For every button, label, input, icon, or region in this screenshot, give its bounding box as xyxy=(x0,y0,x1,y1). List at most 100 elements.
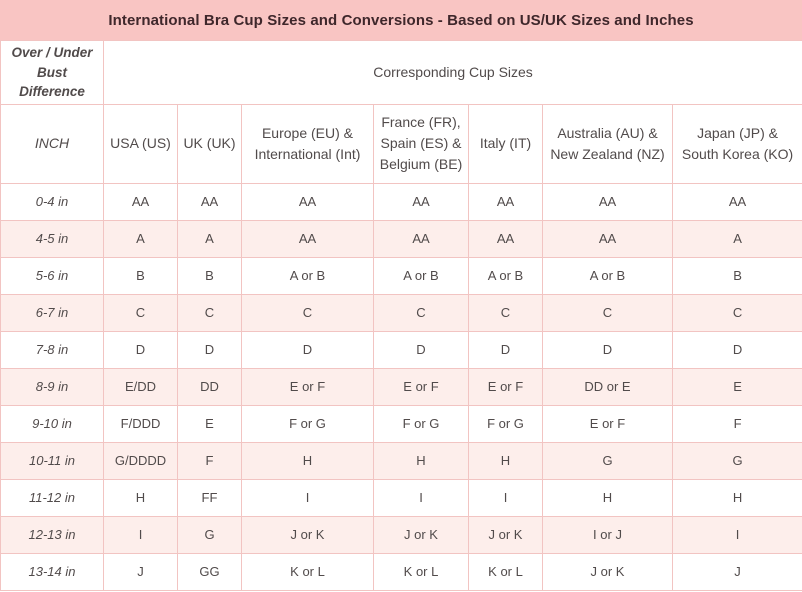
cup-size-cell: C xyxy=(103,293,178,332)
row-header-cell: 5-6 in xyxy=(0,256,104,295)
cup-size-cell: H xyxy=(468,441,543,480)
cup-size-cell: F or G xyxy=(241,404,374,443)
cup-size-cell: J or K xyxy=(468,515,543,554)
cup-size-cell: I xyxy=(373,478,469,517)
cup-size-cell: H xyxy=(671,478,802,517)
cup-size-cell: A xyxy=(671,219,802,258)
column-header-cell: UK (UK) xyxy=(177,103,242,184)
column-header-cell: Europe (EU) & International (Int) xyxy=(241,103,374,184)
cup-size-cell: C xyxy=(241,293,374,332)
column-header-cell: USA (US) xyxy=(103,103,178,184)
cup-size-cell: A xyxy=(103,219,178,258)
cup-size-cell: AA xyxy=(373,219,469,258)
cup-size-cell: AA xyxy=(542,182,673,221)
cup-size-cell: K or L xyxy=(241,552,374,591)
cup-size-cell: A or B xyxy=(373,256,469,295)
row-header-cell: 6-7 in xyxy=(0,293,104,332)
row-header-cell: 0-4 in xyxy=(0,182,104,221)
cup-size-cell: AA xyxy=(671,182,802,221)
cup-size-cell: FF xyxy=(177,478,242,517)
cup-size-cell: J or K xyxy=(373,515,469,554)
cup-size-cell: A or B xyxy=(241,256,374,295)
row-header-cell: 9-10 in xyxy=(0,404,104,443)
cup-size-cell: AA xyxy=(542,219,673,258)
cup-size-cell: DD xyxy=(177,367,242,406)
row-header-cell: 10-11 in xyxy=(0,441,104,480)
cup-size-cell: B xyxy=(177,256,242,295)
cup-size-cell: F or G xyxy=(373,404,469,443)
cup-size-cell: F/DDD xyxy=(103,404,178,443)
table-row: 4-5 in A A AA AA AA AA A xyxy=(0,219,802,258)
cup-size-cell: G xyxy=(542,441,673,480)
cup-size-cell: H xyxy=(373,441,469,480)
cup-size-cell: C xyxy=(671,293,802,332)
row-header-cell: 12-13 in xyxy=(0,515,104,554)
cup-size-cell: F or G xyxy=(468,404,543,443)
cup-size-cell: B xyxy=(671,256,802,295)
column-header-cell: Australia (AU) & New Zealand (NZ) xyxy=(542,103,673,184)
cup-size-cell: AA xyxy=(241,182,374,221)
row-header-cell: 13-14 in xyxy=(0,552,104,591)
cup-size-cell: AA xyxy=(241,219,374,258)
cup-size-cell: G/DDDD xyxy=(103,441,178,480)
cup-size-cell: I xyxy=(103,515,178,554)
cup-size-cell: D xyxy=(671,330,802,369)
cup-size-cell: AA xyxy=(468,182,543,221)
cup-size-cell: D xyxy=(542,330,673,369)
cup-size-cell: AA xyxy=(468,219,543,258)
column-header-row: INCH USA (US) UK (UK) Europe (EU) & Interna… xyxy=(0,103,802,184)
cup-size-cell: H xyxy=(241,441,374,480)
table-title: International Bra Cup Sizes and Conversi… xyxy=(0,0,802,40)
cup-size-cell: DD or E xyxy=(542,367,673,406)
cup-size-cell: C xyxy=(542,293,673,332)
cup-size-cell: AA xyxy=(103,182,178,221)
cup-size-cell: GG xyxy=(177,552,242,591)
row-header-cell: 4-5 in xyxy=(0,219,104,258)
cup-size-cell: E or F xyxy=(373,367,469,406)
cup-size-cell: E or F xyxy=(468,367,543,406)
table-row: 10-11 in G/DDDD F H H H G G xyxy=(0,441,802,480)
cup-size-cell: F xyxy=(671,404,802,443)
cup-size-cell: C xyxy=(373,293,469,332)
column-header-cell: Italy (IT) xyxy=(468,103,543,184)
corner-header-cell: Over / Under Bust Difference xyxy=(0,40,104,105)
cup-size-cell: D xyxy=(241,330,374,369)
cup-size-cell: I xyxy=(241,478,374,517)
cup-size-cell: C xyxy=(468,293,543,332)
cup-size-cell: F xyxy=(177,441,242,480)
cup-size-cell: C xyxy=(177,293,242,332)
cup-size-cell: A or B xyxy=(468,256,543,295)
cup-size-cell: K or L xyxy=(468,552,543,591)
cup-size-cell: G xyxy=(177,515,242,554)
cup-size-cell: B xyxy=(103,256,178,295)
table-row: 6-7 in C C C C C C C xyxy=(0,293,802,332)
cup-size-cell: E xyxy=(671,367,802,406)
table-row: 7-8 in D D D D D D D xyxy=(0,330,802,369)
cup-size-cell: G xyxy=(671,441,802,480)
cup-size-cell: H xyxy=(103,478,178,517)
cup-size-cell: J or K xyxy=(241,515,374,554)
cup-size-cell: J xyxy=(103,552,178,591)
column-header-cell: Japan (JP) & South Korea (KO) xyxy=(671,103,802,184)
cup-size-cell: D xyxy=(468,330,543,369)
column-header-inch: INCH xyxy=(0,103,104,184)
table-row: 11-12 in H FF I I I H H xyxy=(0,478,802,517)
cup-size-cell: E/DD xyxy=(103,367,178,406)
group-header-row: Over / Under Bust Difference Correspondi… xyxy=(0,40,802,105)
row-header-cell: 8-9 in xyxy=(0,367,104,406)
cup-size-cell: E or F xyxy=(241,367,374,406)
cup-size-cell: E or F xyxy=(542,404,673,443)
cup-size-cell: AA xyxy=(177,182,242,221)
table-row: 0-4 in AA AA AA AA AA AA AA xyxy=(0,182,802,221)
cup-size-cell: I xyxy=(671,515,802,554)
cup-size-cell: E xyxy=(177,404,242,443)
column-header-cell: France (FR), Spain (ES) & Belgium (BE) xyxy=(373,103,469,184)
row-header-cell: 11-12 in xyxy=(0,478,104,517)
cup-size-cell: D xyxy=(103,330,178,369)
cup-size-cell: A xyxy=(177,219,242,258)
row-header-cell: 7-8 in xyxy=(0,330,104,369)
